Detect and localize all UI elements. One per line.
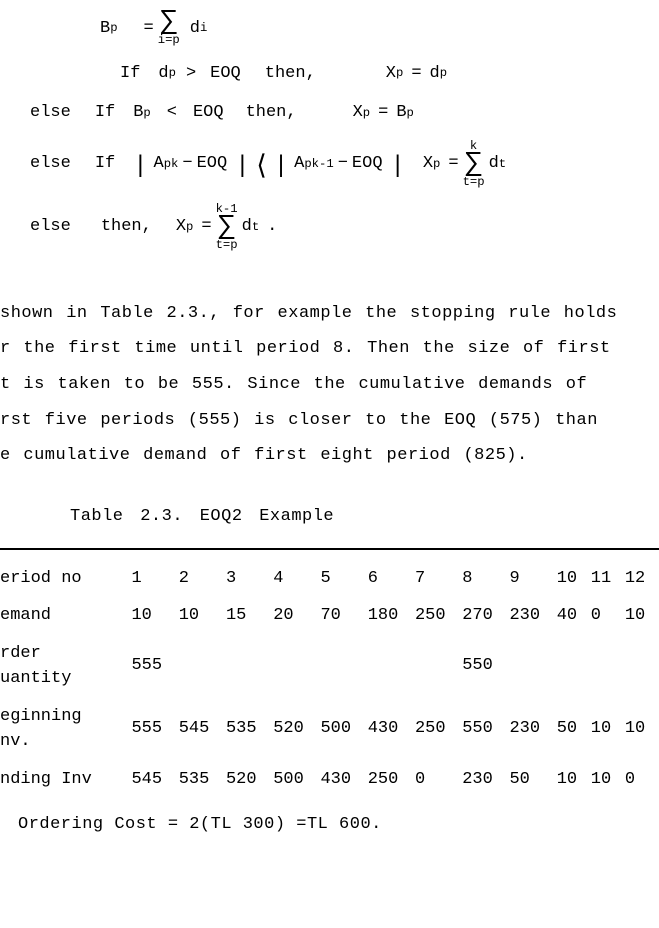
table-row: eginning nv. 555 545 535 520 500 430 250… — [0, 698, 659, 761]
eq3-else: else — [30, 100, 71, 126]
para-l5: e cumulative demand of first eight perio… — [0, 446, 528, 465]
eq1-term: d — [190, 16, 200, 42]
eq2-eoq: EOQ — [210, 61, 241, 87]
table-caption: Table 2.3. EOQ2 Example — [70, 504, 659, 530]
eq1-lhs: B — [100, 16, 110, 42]
row-label-order: rder uantity — [0, 635, 131, 698]
eq4: else If | Apk − EOQ | ⟨ | Apk-1 − EOQ | … — [30, 140, 659, 189]
hdr-period: eriod no — [0, 560, 131, 598]
eq1-term-sub: i — [200, 19, 207, 37]
angle-icon: ⟨ — [253, 160, 269, 176]
eq2: If dp > EOQ then, Xp = dp — [120, 61, 659, 87]
table-top-rule — [0, 548, 659, 550]
para-l1: shown in Table 2.3., for example the sto… — [0, 304, 617, 323]
data-table: eriod no 1 2 3 4 5 6 7 8 9 10 11 12 eman… — [0, 560, 659, 799]
equations-block: Bp = ∑ i=p di If dp > EOQ then, Xp = dp … — [60, 10, 659, 252]
eq1-sigma: ∑ i=p — [158, 10, 180, 47]
eq2-d: d — [158, 61, 168, 87]
eq3: else If Bp < EOQ then, Xp = Bp — [30, 100, 659, 126]
eq2-then: then, — [265, 61, 316, 87]
eq5-sigma: k-1 ∑ t=p — [216, 203, 238, 252]
row-label-beginv: eginning nv. — [0, 698, 131, 761]
eq1: Bp = ∑ i=p di — [100, 10, 659, 47]
eq5: else then, Xp = k-1 ∑ t=p dt . — [30, 203, 659, 252]
para-l2: r the first time until period 8. Then th… — [0, 339, 611, 358]
row-label-endinv: nding Inv — [0, 761, 131, 799]
para-l3: t is taken to be 555. Since the cumulati… — [0, 375, 587, 394]
eq1-eq: = — [144, 16, 154, 42]
table-row: emand 10 10 15 20 70 180 250 270 230 40 … — [0, 597, 659, 635]
ordering-cost-line: Ordering Cost = 2(TL 300) =TL 600. — [18, 812, 659, 838]
eq1-lhs-sub: p — [110, 19, 117, 37]
row-label-demand: emand — [0, 597, 131, 635]
eq4-sigma: k ∑ t=p — [463, 140, 485, 189]
table-header-row: eriod no 1 2 3 4 5 6 7 8 9 10 11 12 — [0, 560, 659, 598]
eq2-if: If — [120, 61, 140, 87]
para-l4: rst five periods (555) is closer to the … — [0, 411, 598, 430]
body-paragraph: shown in Table 2.3., for example the sto… — [0, 266, 653, 474]
eq2-gt: > — [186, 61, 196, 87]
table-row: nding Inv 545 535 520 500 430 250 0 230 … — [0, 761, 659, 799]
table-row: rder uantity 555 550 — [0, 635, 659, 698]
eq2-x: X — [386, 61, 396, 87]
